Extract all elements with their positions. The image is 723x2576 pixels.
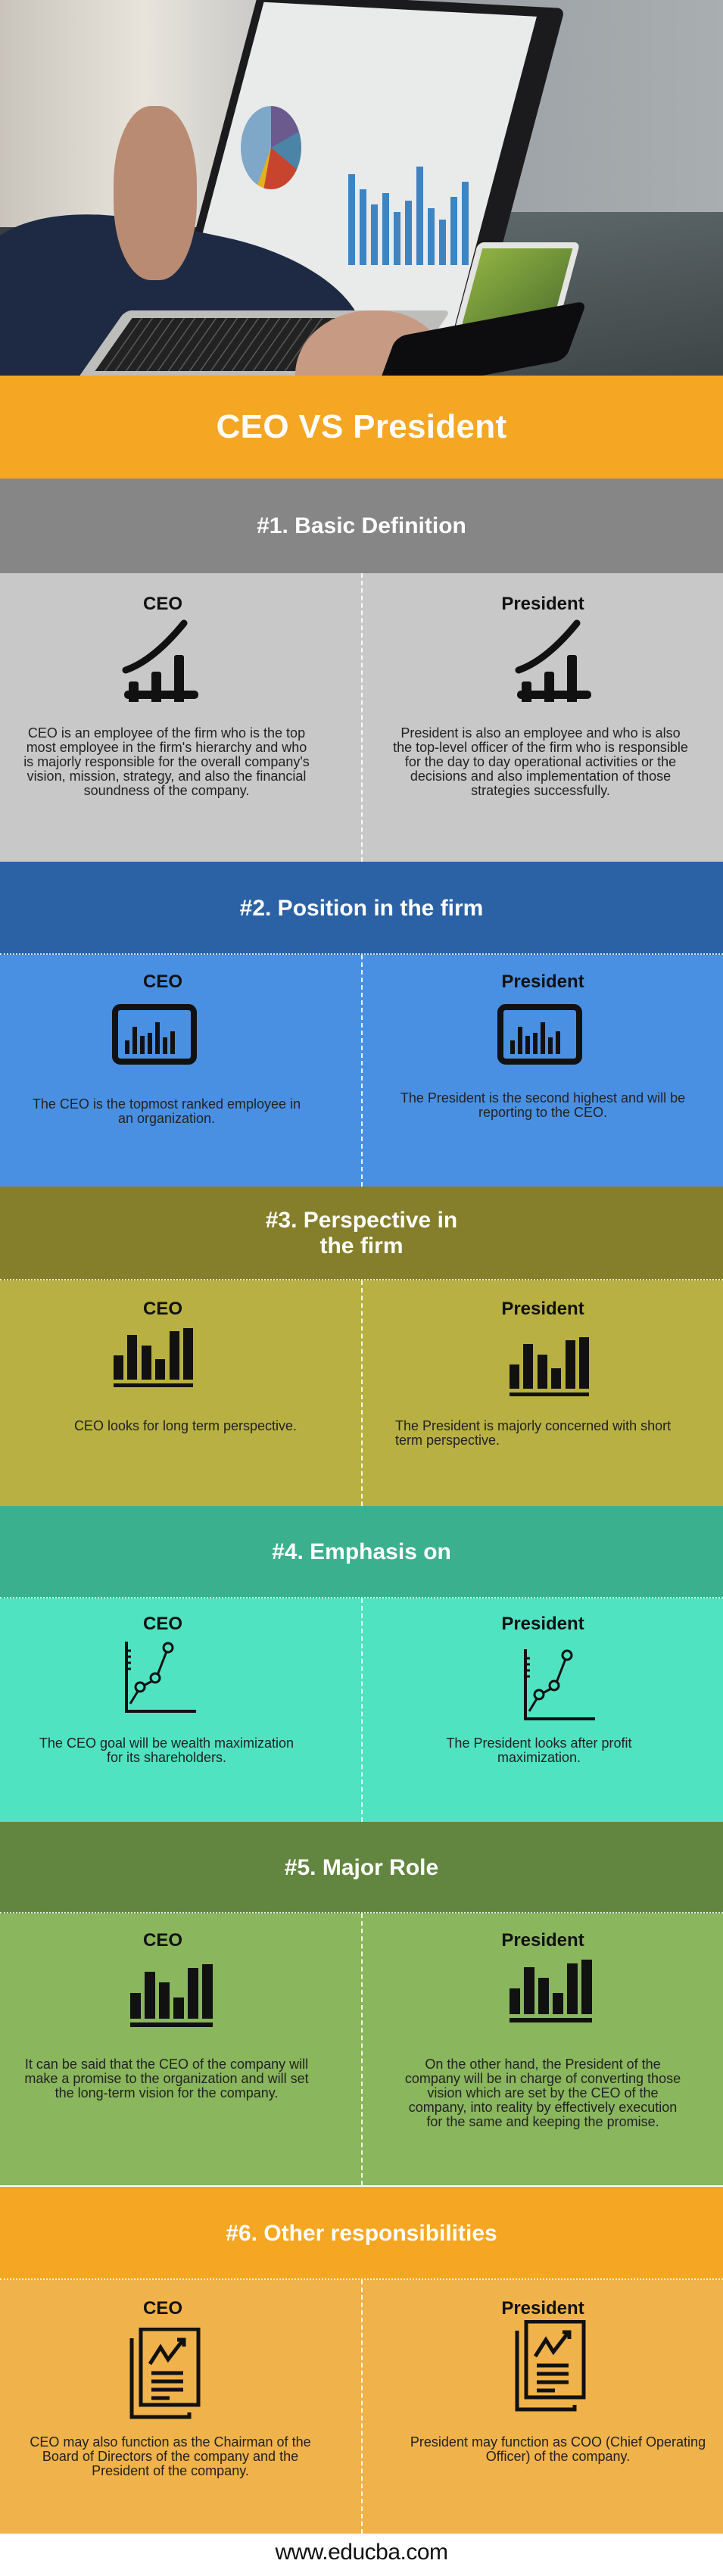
section-1-body: CEO CEO is an employee of the firm who i… [0,573,723,862]
president-label: President [501,971,584,992]
section-4-body: CEO The CEO goal will be wealth maximiza… [0,1598,723,1822]
president-label: President [501,2298,584,2319]
ceo-description: The CEO goal will be wealth maximization… [39,1736,294,1765]
bar-chart-on-screen [348,159,477,265]
section-2-president: President The President is the second hi… [361,955,722,1187]
ceo-label: CEO [142,2298,182,2319]
rising-bar-chart-icon [515,619,591,702]
section-6-president: President President may function as COO … [361,2280,722,2534]
section-6-ceo: CEO CEO may also function as the Chairma… [0,2280,361,2534]
president-description: The President is the second highest and … [400,1090,686,1120]
bar-chart-icon [114,1328,193,1387]
ceo-description: CEO is an employee of the firm who is th… [23,725,310,798]
president-description: President may function as COO (Chief Ope… [410,2434,706,2464]
section-1-president: President President is also an employee … [361,573,722,862]
section-4-header: #4. Emphasis on [0,1506,723,1598]
ceo-description: CEO looks for long term perspective. [73,1418,298,1433]
section-4-heading: #4. Emphasis on [272,1539,451,1564]
section-6-body: CEO CEO may also function as the Chairma… [0,2280,723,2534]
line-graph-icon [125,1642,196,1713]
president-label: President [501,594,584,614]
bar-chart-icon [510,1337,589,1396]
section-5-ceo: CEO It can be said that the CEO of the c… [0,1913,361,2185]
president-description: On the other hand, the President of the … [404,2057,681,2129]
hero-photo [0,0,723,376]
president-description: The President is majorly concerned with … [395,1418,672,1448]
ceo-description: It can be said that the CEO of the compa… [24,2057,309,2100]
report-document-icon [515,2320,586,2412]
section-4-president: President The President looks after prof… [361,1598,722,1822]
section-2-body: CEO The CEO is the topmost ranked employ… [0,955,723,1187]
president-label: President [501,1614,584,1634]
section-3-president: President The President is majorly conce… [361,1280,722,1506]
section-3-ceo: CEO CEO looks for long term perspective. [0,1280,361,1506]
section-5-president: President On the other hand, the Preside… [361,1913,722,2185]
line-graph-icon [524,1649,595,1720]
dashboard-chart-icon [497,1004,582,1065]
section-1-ceo: CEO CEO is an employee of the firm who i… [0,573,361,862]
section-2-header: #2. Position in the firm [0,862,723,955]
ceo-description: CEO may also function as the Chairman of… [30,2434,311,2478]
section-4-ceo: CEO The CEO goal will be wealth maximiza… [0,1598,361,1822]
section-1-header: #1. Basic Definition [0,479,723,573]
section-1-heading: #1. Basic Definition [257,513,466,538]
section-2-ceo: CEO The CEO is the topmost ranked employ… [0,955,361,1187]
section-6-heading: #6. Other responsibilities [226,2220,497,2246]
section-3-header: #3. Perspective in the firm [0,1187,723,1280]
section-6-header: #6. Other responsibilities [0,2185,723,2280]
bar-chart-icon [130,1964,213,2027]
ceo-label: CEO [142,1614,182,1634]
section-5-body: CEO It can be said that the CEO of the c… [0,1913,723,2185]
section-3-body: CEO CEO looks for long term perspective.… [0,1280,723,1506]
footer: www.educba.com [0,2534,723,2571]
ceo-description: The CEO is the topmost ranked employee i… [32,1096,301,1126]
president-description: The President looks after profit maximiz… [446,1736,632,1765]
section-2-heading: #2. Position in the firm [239,895,484,921]
footer-url[interactable]: www.educba.com [275,2540,448,2565]
section-5-header: #5. Major Role [0,1822,723,1913]
title-band: CEO VS President [0,376,723,479]
report-document-icon [129,2328,201,2419]
president-label: President [501,1930,584,1951]
ceo-label: CEO [142,1930,182,1951]
ceo-label: CEO [142,594,182,614]
bar-chart-icon [510,1960,592,2022]
rising-bar-chart-icon [122,619,198,702]
ceo-label: CEO [142,971,182,992]
section-5-heading: #5. Major Role [284,1854,439,1880]
pie-chart-on-screen [241,106,301,189]
page-title: CEO VS President [216,408,507,445]
president-label: President [501,1299,584,1319]
dashboard-chart-icon [112,1004,197,1065]
section-3-heading-line2: the firm [319,1233,404,1258]
section-3-heading-line1: #3. Perspective in [265,1208,458,1233]
ceo-label: CEO [142,1299,182,1319]
president-description: President is also an employee and who is… [393,725,688,798]
